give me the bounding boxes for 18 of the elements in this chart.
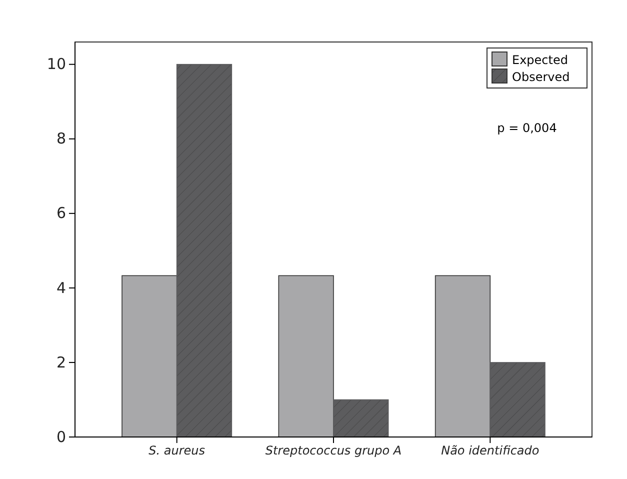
bar xyxy=(278,275,334,438)
legend-label: Expected xyxy=(512,53,568,67)
x-tick-label: Streptococcus grupo A xyxy=(265,444,402,458)
bar xyxy=(434,275,491,438)
y-tick-label: 0 xyxy=(56,428,66,446)
y-tick-label: 10 xyxy=(46,55,66,74)
annotation: p = 0,004 xyxy=(497,121,557,135)
bar xyxy=(333,399,389,438)
x-tick-label: Não identificado xyxy=(441,444,540,458)
y-tick-label: 2 xyxy=(56,353,66,372)
y-tick-label: 4 xyxy=(56,278,66,297)
y-tick-label: 8 xyxy=(56,130,66,148)
x-tick-label: S. aureus xyxy=(148,444,206,458)
legend-label: Observed xyxy=(512,70,570,84)
bar xyxy=(122,275,178,438)
bar xyxy=(490,362,546,438)
bar xyxy=(176,64,232,438)
y-tick-label: 6 xyxy=(56,204,66,222)
